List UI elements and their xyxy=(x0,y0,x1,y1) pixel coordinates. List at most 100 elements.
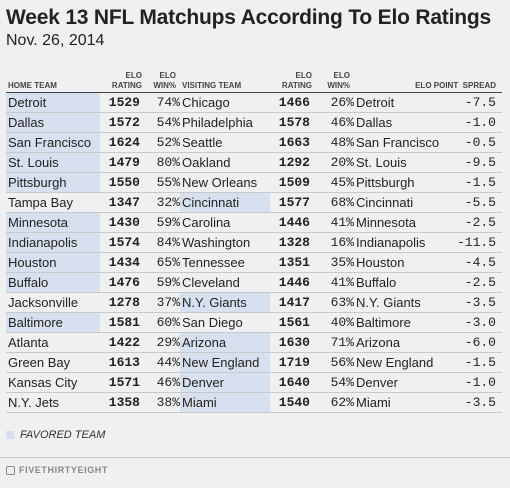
home-elo-rating-cell-value: 1572 xyxy=(108,115,140,130)
home-elo-rating-cell: 1574 xyxy=(100,232,144,253)
fivethirtyeight-icon xyxy=(6,466,15,475)
visiting-elo-win-cell: 71% xyxy=(314,332,354,353)
home-team-cell: Green Bay xyxy=(6,352,100,373)
visiting-elo-rating-cell-value: 1509 xyxy=(278,175,310,190)
visiting-elo-rating-cell-value: 1578 xyxy=(278,115,310,130)
visiting-elo-rating-cell: 1446 xyxy=(270,272,314,293)
home-elo-win-cell: 59% xyxy=(144,212,180,233)
home-elo-rating-cell-value: 1581 xyxy=(108,315,140,330)
visiting-elo-win-cell: 54% xyxy=(314,372,354,393)
table-row: Jacksonville 1278 37% N.Y. Giants 1417 63% N.Y… xyxy=(6,292,502,313)
legend-label-favored: FAVORED TEAM xyxy=(20,429,106,441)
spread-value-cell: -2.5 xyxy=(452,212,502,233)
visiting-elo-win-cell: 41% xyxy=(314,272,354,293)
home-elo-rating-cell: 1476 xyxy=(100,272,144,293)
home-team-cell: Atlanta xyxy=(6,332,100,353)
table-row: Green Bay 1613 44% New England 1719 56% New En… xyxy=(6,352,502,373)
spread-team-cell: St. Louis xyxy=(354,152,452,173)
visiting-elo-rating-cell: 1561 xyxy=(270,312,314,333)
visiting-elo-rating-cell: 1292 xyxy=(270,152,314,173)
home-elo-win-cell: 55% xyxy=(144,172,180,193)
visiting-team-cell: Arizona xyxy=(180,332,270,353)
home-elo-rating-cell-value: 1529 xyxy=(108,95,140,110)
visiting-elo-win-cell: 26% xyxy=(314,93,354,113)
visiting-elo-win-cell: 35% xyxy=(314,252,354,273)
spread-value-cell: -11.5 xyxy=(452,232,502,253)
visiting-elo-win-cell: 16% xyxy=(314,232,354,253)
visiting-team-cell: Philadelphia xyxy=(180,112,270,133)
home-elo-rating-cell: 1550 xyxy=(100,172,144,193)
visiting-elo-rating-cell-value: 1417 xyxy=(278,295,310,310)
home-elo-rating-cell: 1358 xyxy=(100,392,144,413)
home-elo-win-cell: 80% xyxy=(144,152,180,173)
spread-value-cell: -2.5 xyxy=(452,272,502,293)
home-team-cell: N.Y. Jets xyxy=(6,392,100,413)
visiting-elo-rating-cell-value: 1663 xyxy=(278,135,310,150)
home-team-cell: Minnesota xyxy=(6,212,100,233)
visiting-team-cell: Carolina xyxy=(180,212,270,233)
home-elo-rating-cell-value: 1574 xyxy=(108,235,140,250)
legend-swatch-favored xyxy=(6,431,14,439)
visiting-elo-rating-cell: 1719 xyxy=(270,352,314,373)
visiting-team-cell: San Diego xyxy=(180,312,270,333)
brand-logo: FIVETHIRTYEIGHT xyxy=(6,465,108,475)
visiting-elo-rating-cell-value: 1719 xyxy=(278,355,310,370)
visiting-elo-rating-cell: 1640 xyxy=(270,372,314,393)
home-team-cell: St. Louis xyxy=(6,152,100,173)
brand-text: FIVETHIRTYEIGHT xyxy=(19,465,109,475)
home-team-cell: Pittsburgh xyxy=(6,172,100,193)
home-team-cell: Baltimore xyxy=(6,312,100,333)
home-elo-win-cell: 46% xyxy=(144,372,180,393)
home-elo-win-cell: 37% xyxy=(144,292,180,313)
home-elo-rating-cell-value: 1479 xyxy=(108,155,140,170)
spread-value-cell: -6.0 xyxy=(452,332,502,353)
spread-team-cell: N.Y. Giants xyxy=(354,292,452,313)
home-elo-win-cell: 29% xyxy=(144,332,180,353)
spread-value-cell: -7.5 xyxy=(452,93,502,113)
home-elo-rating-cell: 1571 xyxy=(100,372,144,393)
home-elo-rating-cell-value: 1571 xyxy=(108,375,140,390)
home-elo-win-cell: 84% xyxy=(144,232,180,253)
table-row: Kansas City 1571 46% Denver 1640 54% Denver -1.… xyxy=(6,372,502,393)
visiting-elo-win-cell: 20% xyxy=(314,152,354,173)
spread-team-cell: Dallas xyxy=(354,112,452,133)
home-elo-rating-cell: 1430 xyxy=(100,212,144,233)
visiting-elo-win-cell: 41% xyxy=(314,212,354,233)
header-home-elo-win: ELO WIN% xyxy=(153,71,176,90)
home-elo-rating-cell: 1347 xyxy=(100,192,144,213)
home-elo-rating-cell-value: 1430 xyxy=(108,215,140,230)
home-elo-rating-cell-value: 1613 xyxy=(108,355,140,370)
spread-value-cell: -9.5 xyxy=(452,152,502,173)
home-elo-rating-cell-value: 1624 xyxy=(108,135,140,150)
visiting-elo-win-cell: 68% xyxy=(314,192,354,213)
home-elo-win-cell: 65% xyxy=(144,252,180,273)
spread-team-cell: Pittsburgh xyxy=(354,172,452,193)
home-team-cell: Detroit xyxy=(6,93,100,113)
table-row: Atlanta 1422 29% Arizona 1630 71% Arizona -6.0 xyxy=(6,332,502,353)
visiting-elo-rating-cell-value: 1328 xyxy=(278,235,310,250)
footer-rule xyxy=(0,457,510,458)
visiting-team-cell: Tennessee xyxy=(180,252,270,273)
visiting-elo-rating-cell-value: 1466 xyxy=(278,95,310,110)
chart-subtitle: Nov. 26, 2014 xyxy=(6,32,105,49)
home-elo-rating-cell-value: 1278 xyxy=(108,295,140,310)
home-team-cell: Houston xyxy=(6,252,100,273)
spread-team-cell: Miami xyxy=(354,392,452,413)
spread-team-cell: New England xyxy=(354,352,452,373)
home-elo-win-cell: 54% xyxy=(144,112,180,133)
visiting-team-cell: Chicago xyxy=(180,93,270,113)
home-team-cell: Tampa Bay xyxy=(6,192,100,213)
home-elo-rating-cell-value: 1358 xyxy=(108,395,140,410)
visiting-team-cell: New Orleans xyxy=(180,172,270,193)
visiting-elo-rating-cell-value: 1446 xyxy=(278,215,310,230)
visiting-elo-rating-cell: 1351 xyxy=(270,252,314,273)
table-row: Indianapolis 1574 84% Washington 1328 16% Indi… xyxy=(6,232,502,253)
home-elo-rating-cell: 1434 xyxy=(100,252,144,273)
header-rule xyxy=(6,92,502,93)
visiting-elo-rating-cell: 1509 xyxy=(270,172,314,193)
visiting-elo-rating-cell: 1446 xyxy=(270,212,314,233)
visiting-team-cell: Cincinnati xyxy=(180,192,270,213)
visiting-elo-win-cell: 45% xyxy=(314,172,354,193)
spread-team-cell: Denver xyxy=(354,372,452,393)
visiting-elo-rating-cell: 1630 xyxy=(270,332,314,353)
